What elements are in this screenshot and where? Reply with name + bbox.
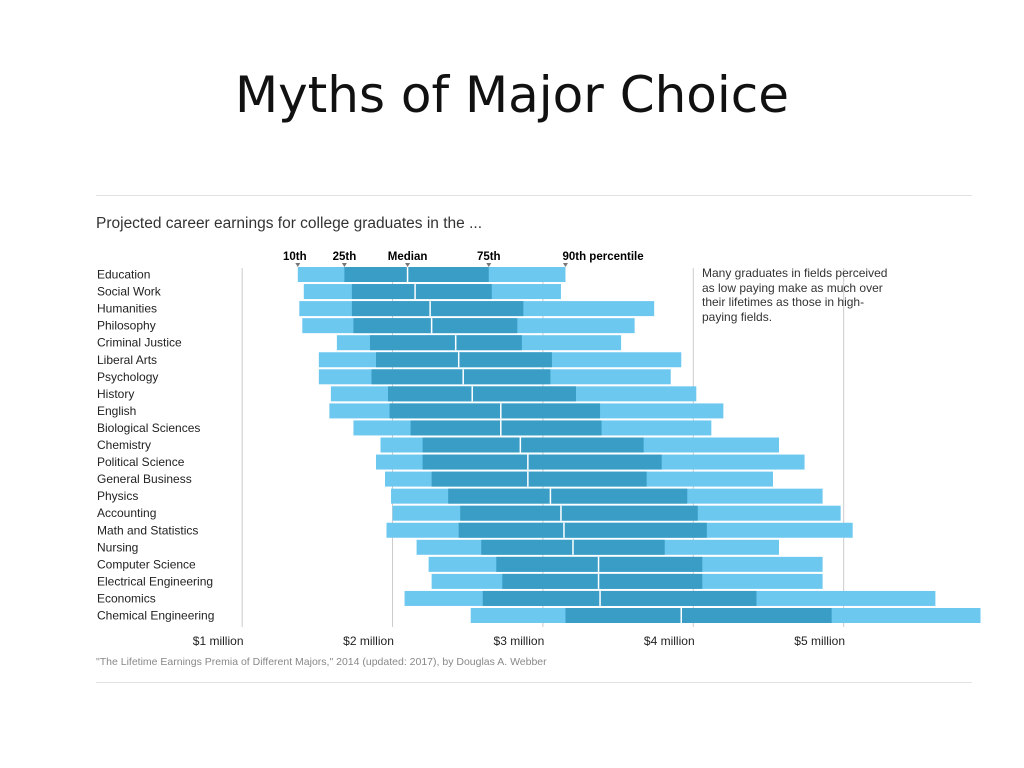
bar-range-25-75: [460, 505, 698, 521]
bar-range-25-75: [389, 403, 601, 419]
percentile-marker-arrow: [486, 263, 492, 267]
category-label: Physics: [97, 489, 138, 503]
percentile-label: 75th: [477, 251, 501, 263]
category-label: Political Science: [97, 455, 185, 469]
category-label: Criminal Justice: [97, 336, 182, 350]
category-label: General Business: [97, 472, 192, 486]
bar-range-25-75: [369, 335, 522, 351]
category-label: Liberal Arts: [97, 353, 157, 367]
category-label: Philosophy: [97, 319, 156, 333]
category-label: Electrical Engineering: [97, 574, 213, 588]
percentile-marker-arrow: [405, 263, 411, 267]
bar-range-25-75: [502, 573, 703, 589]
category-label: Chemistry: [97, 438, 151, 452]
slide-title: Myths of Major Choice: [234, 66, 790, 124]
bar-range-25-75: [422, 454, 662, 470]
percentile-marker-arrow: [562, 263, 568, 267]
bar-range-25-75: [448, 488, 688, 504]
x-tick-label: $3 million: [494, 634, 545, 648]
x-tick-label: $4 million: [644, 634, 695, 648]
category-label: Biological Sciences: [97, 421, 200, 435]
bar-range-25-75: [410, 420, 602, 436]
category-label: Economics: [97, 591, 156, 605]
category-label: Humanities: [97, 302, 157, 316]
bar-range-25-75: [388, 386, 576, 402]
x-tick-label: $2 million: [343, 634, 394, 648]
category-label: English: [97, 404, 136, 418]
category-label: Math and Statistics: [97, 523, 198, 537]
percentile-marker-arrow: [295, 263, 301, 267]
percentile-label: 10th: [283, 251, 307, 263]
chart-source: "The Lifetime Earnings Premia of Differe…: [96, 656, 547, 668]
category-label: Accounting: [97, 506, 156, 520]
category-label: History: [97, 387, 134, 401]
category-label: Nursing: [97, 540, 138, 554]
bar-range-25-75: [482, 590, 757, 606]
chart-title: Projected career earnings for college gr…: [96, 215, 483, 232]
bar-range-25-75: [351, 301, 524, 317]
percentile-marker-arrow: [341, 263, 347, 267]
bar-range-25-75: [422, 437, 644, 453]
bar-range-25-75: [565, 608, 832, 623]
category-label: Computer Science: [97, 557, 196, 571]
bar-range-25-75: [344, 267, 489, 282]
percentile-label: Median: [388, 251, 428, 263]
percentile-label: 90th percentile: [562, 251, 643, 263]
top-divider: [96, 195, 972, 196]
bottom-divider: [96, 682, 972, 683]
category-label: Social Work: [97, 285, 162, 299]
category-label: Chemical Engineering: [97, 609, 214, 623]
bar-range-25-75: [351, 284, 492, 300]
bar-range-25-75: [353, 318, 518, 334]
percentile-label: 25th: [333, 251, 357, 263]
category-label: Psychology: [97, 370, 158, 384]
category-label: Education: [97, 268, 150, 282]
x-tick-label: $5 million: [794, 634, 845, 648]
chart-annotation: Many graduates in fields perceived as lo…: [702, 266, 888, 324]
bar-range-25-75: [458, 522, 707, 538]
bar-range-25-75: [375, 352, 552, 368]
bar-range-25-75: [496, 556, 703, 572]
bar-range-25-75: [431, 471, 647, 487]
x-tick-label: $1 million: [193, 634, 244, 648]
bar-range-25-75: [371, 369, 551, 385]
